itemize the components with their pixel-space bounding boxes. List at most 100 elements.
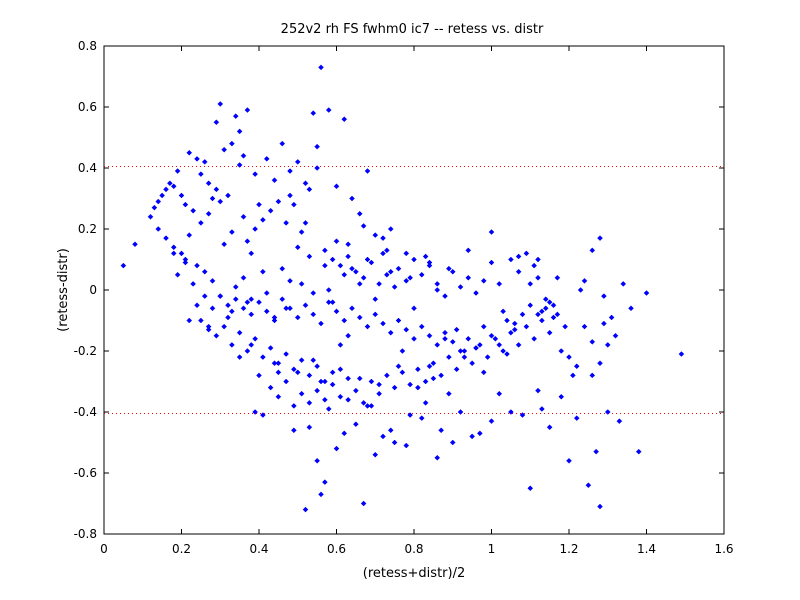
data-point bbox=[384, 247, 390, 254]
data-point bbox=[225, 314, 231, 321]
data-point bbox=[399, 348, 406, 354]
data-point bbox=[252, 335, 258, 342]
data-point bbox=[508, 256, 514, 263]
data-point bbox=[604, 409, 611, 415]
data-point bbox=[217, 101, 224, 107]
data-point bbox=[411, 335, 417, 342]
data-point bbox=[329, 256, 336, 263]
data-point bbox=[248, 342, 255, 348]
x-axis-ticks: 0 0.2 0.4 0.6 0.8 1 1.2 1.4 1.6 bbox=[100, 46, 734, 556]
data-point bbox=[577, 287, 584, 293]
data-point bbox=[322, 396, 328, 403]
data-point bbox=[248, 250, 255, 257]
data-point bbox=[407, 274, 413, 281]
data-point bbox=[496, 342, 503, 348]
data-point bbox=[287, 305, 293, 312]
data-point bbox=[201, 159, 208, 165]
y-tick-label: 0 bbox=[89, 283, 97, 297]
data-point bbox=[550, 314, 557, 321]
data-point bbox=[488, 259, 495, 266]
data-point bbox=[186, 317, 193, 324]
chart-title: 252v2 rh FS fwhm0 ic7 -- retess vs. dist… bbox=[281, 22, 544, 37]
y-tick-label: 0.6 bbox=[78, 100, 97, 114]
data-point bbox=[310, 311, 317, 318]
data-point bbox=[302, 506, 309, 513]
data-point bbox=[178, 192, 185, 199]
data-point bbox=[597, 503, 603, 510]
data-point bbox=[283, 220, 289, 226]
data-point bbox=[306, 372, 313, 379]
data-point bbox=[411, 305, 417, 312]
data-point bbox=[287, 168, 293, 174]
data-point bbox=[314, 165, 320, 171]
data-point bbox=[306, 186, 313, 193]
data-point bbox=[601, 320, 607, 327]
data-point bbox=[163, 186, 169, 193]
plot-frame bbox=[103, 45, 725, 535]
data-point bbox=[531, 262, 537, 269]
data-point bbox=[287, 192, 293, 199]
data-point bbox=[329, 381, 336, 388]
data-point bbox=[356, 281, 363, 287]
data-point bbox=[260, 216, 266, 223]
data-point bbox=[415, 384, 421, 391]
data-point bbox=[608, 314, 615, 321]
data-point bbox=[488, 229, 495, 235]
data-point bbox=[163, 235, 169, 242]
data-point bbox=[515, 253, 522, 260]
data-point bbox=[232, 113, 239, 120]
data-point bbox=[504, 317, 510, 324]
data-point bbox=[174, 168, 181, 174]
data-point bbox=[422, 253, 429, 260]
data-point bbox=[147, 213, 154, 220]
data-point bbox=[469, 360, 475, 367]
data-point bbox=[477, 342, 483, 348]
data-point bbox=[275, 393, 282, 400]
data-point bbox=[333, 445, 340, 452]
data-point bbox=[519, 412, 526, 418]
data-point bbox=[333, 238, 340, 245]
data-point bbox=[380, 250, 386, 257]
data-point bbox=[205, 180, 212, 187]
data-point bbox=[236, 354, 243, 360]
y-tick-label: -0.4 bbox=[74, 405, 97, 419]
data-point bbox=[515, 342, 522, 348]
data-point bbox=[349, 195, 355, 202]
data-point bbox=[240, 213, 247, 220]
data-point bbox=[403, 277, 410, 284]
data-point bbox=[368, 378, 375, 385]
data-point bbox=[267, 384, 274, 391]
data-point bbox=[209, 195, 216, 202]
data-point bbox=[387, 226, 394, 232]
data-point bbox=[194, 262, 200, 269]
x-axis-label: (retess+distr)/2 bbox=[363, 566, 465, 581]
data-point bbox=[341, 430, 348, 437]
data-point bbox=[345, 253, 351, 260]
data-point bbox=[190, 207, 196, 214]
data-point bbox=[539, 406, 545, 412]
data-point bbox=[527, 281, 534, 287]
data-point bbox=[372, 232, 379, 238]
data-point bbox=[318, 64, 324, 71]
data-point bbox=[353, 387, 359, 394]
data-point bbox=[182, 201, 189, 208]
data-point bbox=[449, 268, 456, 275]
data-point bbox=[581, 323, 588, 330]
data-point bbox=[500, 308, 506, 315]
data-point bbox=[500, 348, 506, 354]
data-point bbox=[314, 363, 320, 370]
data-point bbox=[449, 439, 456, 446]
data-point bbox=[527, 302, 534, 309]
data-point bbox=[387, 268, 394, 275]
data-point bbox=[643, 290, 650, 296]
data-point bbox=[539, 317, 545, 324]
data-point bbox=[457, 409, 464, 415]
data-point bbox=[535, 387, 541, 394]
data-point bbox=[570, 372, 576, 379]
data-point bbox=[236, 128, 243, 135]
data-point bbox=[244, 348, 251, 354]
data-point bbox=[229, 308, 235, 315]
data-point bbox=[267, 207, 274, 214]
data-point bbox=[205, 323, 212, 330]
data-point bbox=[213, 186, 220, 193]
